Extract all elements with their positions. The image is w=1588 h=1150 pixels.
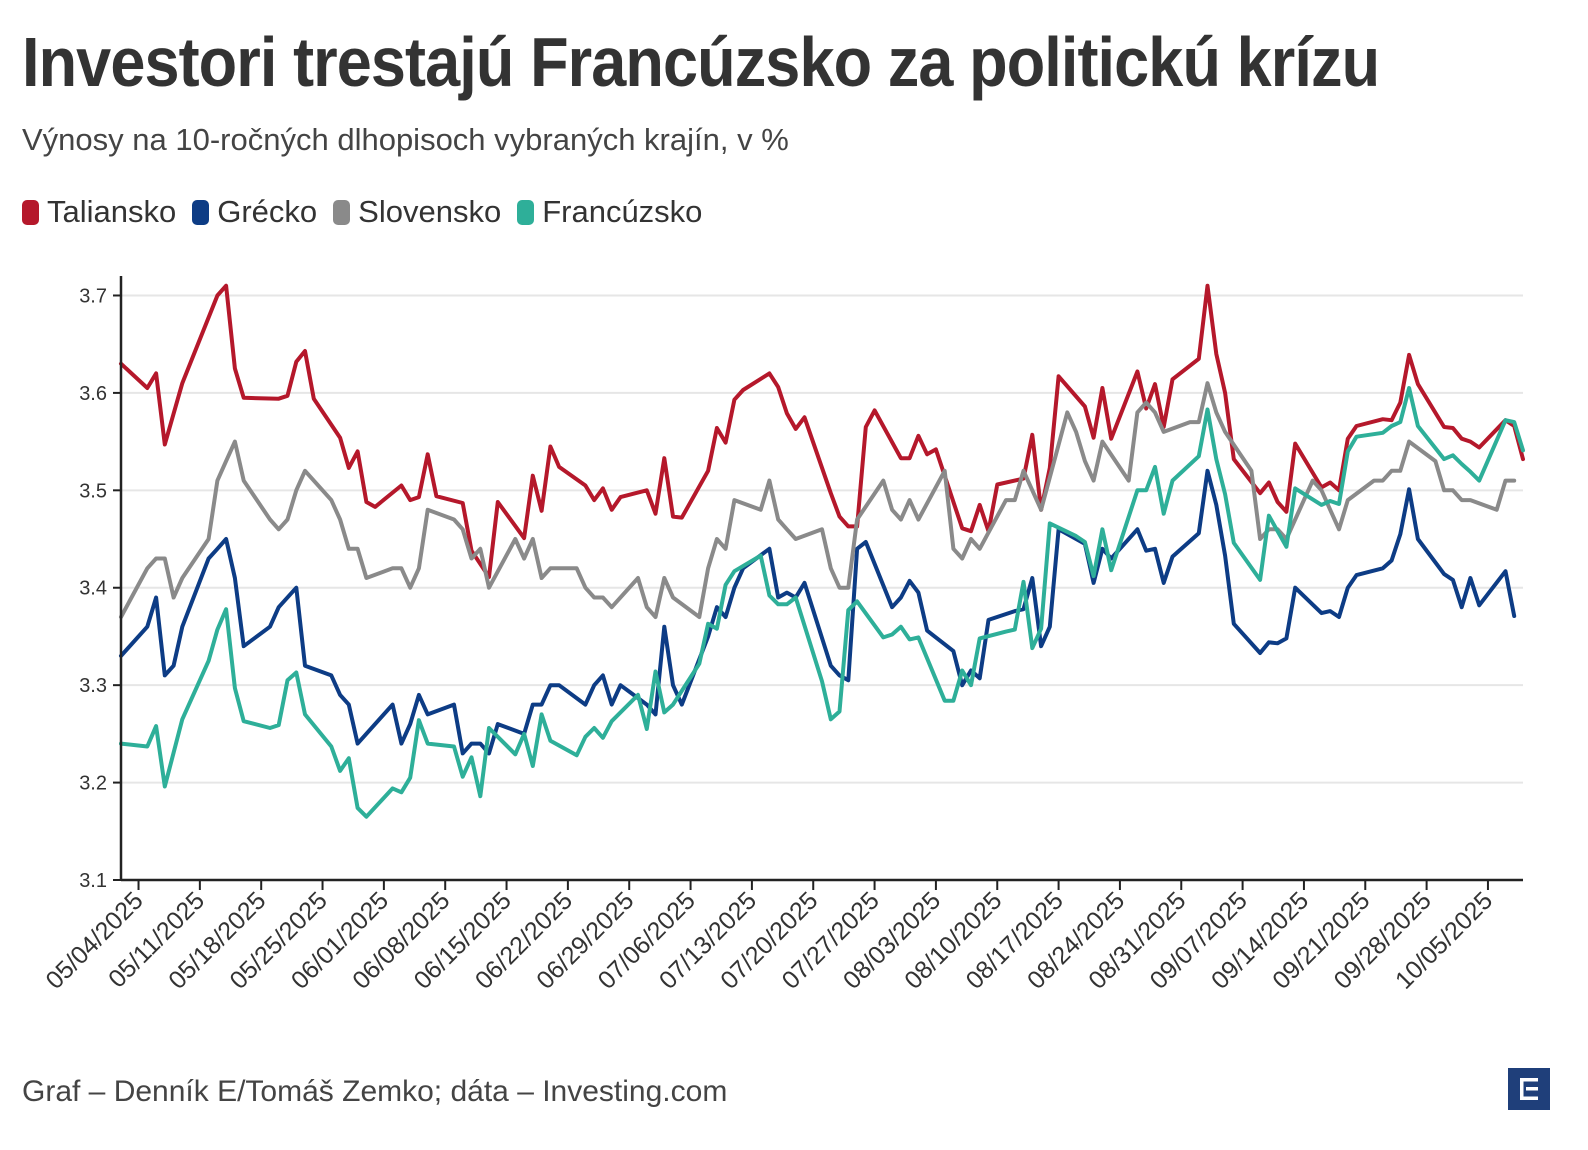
series-line-taliansko [119, 283, 1525, 579]
y-tick-label: 3.3 [79, 675, 107, 697]
chart-subtitle: Výnosy na 10-ročných dlhopisoch vybranýc… [22, 122, 789, 157]
axes [119, 276, 1523, 882]
chart-title: Investori trestajú Francúzsko za politic… [22, 23, 1380, 101]
y-tick-label: 3.1 [79, 870, 107, 892]
legend-label: Slovensko [358, 194, 502, 229]
legend-label: Grécko [217, 194, 318, 229]
y-tick-label: 3.6 [79, 383, 107, 405]
y-tick-label: 3.5 [79, 480, 107, 502]
series-lines [119, 283, 1525, 819]
legend-swatch [192, 199, 210, 225]
series-line-slovensko [119, 381, 1517, 619]
y-tick-label: 3.7 [79, 285, 107, 307]
denník-e-logo-icon[interactable] [1508, 1068, 1550, 1110]
legend-swatch [22, 199, 39, 225]
source-credit: Graf – Denník E/Tomáš Zemko; dáta – Inve… [22, 1075, 728, 1108]
y-axis-ticks: 3.1 3.2 3.3 3.4 3.5 3.6 3.7 [79, 285, 121, 892]
legend-label: Francúzsko [542, 194, 703, 229]
legend-label: Taliansko [47, 194, 177, 229]
legend-swatch [517, 199, 535, 225]
legend-item-francúzsko: Francúzsko [517, 194, 702, 230]
series-line-francúzsko [119, 386, 1525, 819]
series-line-grécko [119, 468, 1517, 756]
legend-item-slovensko: Slovensko [333, 194, 501, 230]
legend: Taliansko Grécko Slovensko Francúzsko [22, 194, 702, 230]
logo-e-icon [1520, 1078, 1538, 1100]
y-tick-label: 3.4 [79, 578, 107, 600]
legend-swatch [333, 199, 351, 225]
legend-item-taliansko: Taliansko [22, 194, 176, 230]
gridlines [121, 294, 1523, 784]
y-tick-label: 3.2 [79, 773, 107, 795]
x-axis-ticks: 05/04/202505/11/202505/18/202505/25/2025… [40, 880, 1498, 995]
legend-item-grécko: Grécko [192, 194, 317, 230]
